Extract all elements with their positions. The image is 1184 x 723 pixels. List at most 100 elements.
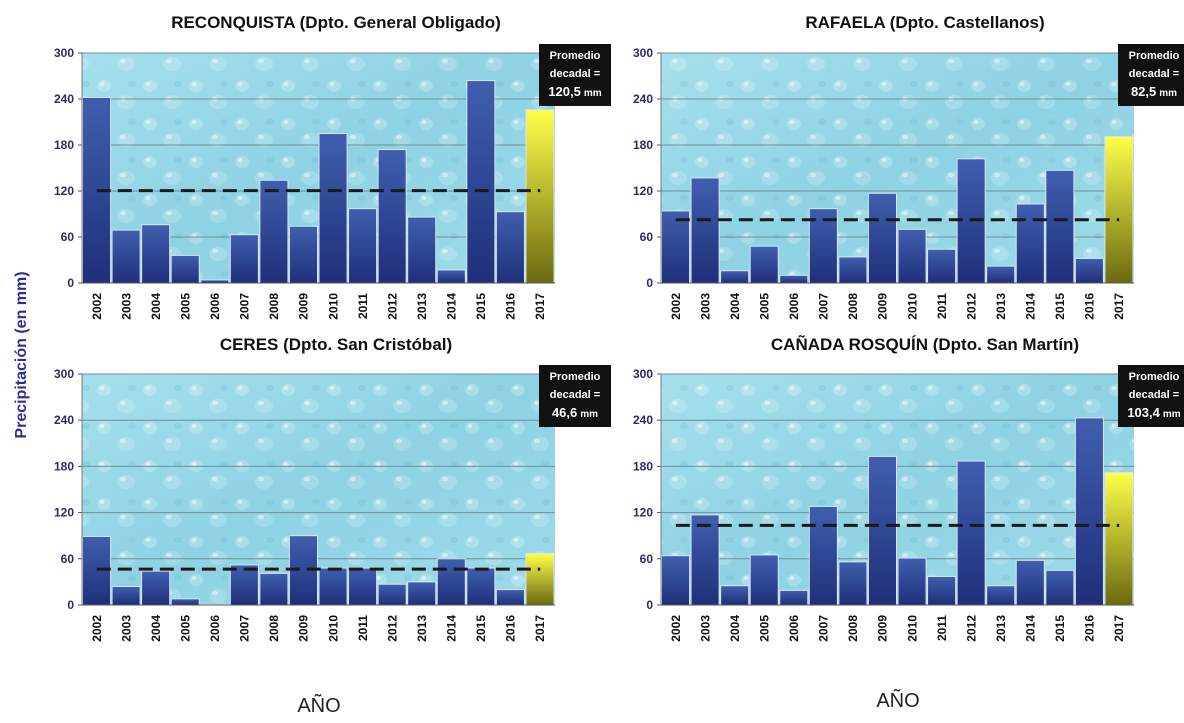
bar [436, 269, 466, 284]
y-tick-label: 0 [67, 598, 74, 612]
chart-panel-3: CERES (Dpto. San Cristóbal) 0 60 120 180 240 3… [54, 335, 611, 642]
bar [749, 554, 779, 606]
x-tick-label: 2010 [905, 293, 919, 320]
bar [1015, 559, 1045, 606]
bar [661, 555, 691, 606]
average-label-line1: Promedio [1129, 371, 1180, 383]
x-tick-label: 2010 [326, 293, 340, 320]
bar [348, 208, 378, 284]
average-value-line: 46,6 mm [552, 405, 598, 420]
x-tick-label: 2010 [326, 615, 340, 642]
bar [808, 505, 838, 606]
x-tick-label: 2002 [669, 615, 683, 642]
average-label-line1: Promedio [550, 50, 601, 62]
bar [377, 583, 407, 606]
bar [259, 572, 289, 606]
x-tick-label: 2017 [1112, 615, 1126, 642]
y-tick-label: 300 [54, 46, 74, 60]
plot-texture [82, 374, 555, 605]
average-value: 46,6 [552, 405, 577, 420]
x-tick-label: 2002 [669, 293, 683, 320]
x-tick-label: 2003 [119, 293, 133, 320]
x-tick-label: 2011 [935, 615, 949, 641]
x-tick-label: 2007 [817, 293, 831, 320]
x-axis-label-left: AÑO [297, 693, 340, 717]
x-tick-label: 2012 [385, 615, 399, 642]
bar [1074, 417, 1104, 606]
x-tick-label: 2006 [208, 615, 222, 642]
y-tick-label: 60 [640, 230, 654, 244]
y-tick-label: 180 [633, 459, 653, 473]
average-box-bg [1118, 365, 1184, 427]
x-tick-label: 2013 [994, 293, 1008, 320]
x-tick-label: 2016 [504, 293, 518, 320]
x-tick-label: 2007 [817, 615, 831, 642]
x-tick-label: 2006 [208, 293, 222, 320]
bar [229, 234, 259, 284]
x-tick-label: 2008 [846, 293, 860, 320]
bar [229, 564, 259, 606]
x-tick-label: 2012 [964, 293, 978, 320]
bar [1045, 569, 1075, 606]
x-tick-label: 2013 [415, 293, 429, 320]
chart-panel-2: RAFAELA (Dpto. Castellanos) 0 60 120 180 240 3… [633, 13, 1184, 320]
y-tick-label: 60 [640, 552, 654, 566]
bar [111, 586, 141, 606]
x-tick-label: 2007 [238, 615, 252, 642]
y-tick-label: 120 [54, 506, 74, 520]
x-tick-label: 2009 [297, 293, 311, 320]
x-tick-label: 2017 [533, 293, 547, 320]
bar [690, 514, 720, 606]
x-tick-label: 2002 [90, 615, 104, 642]
x-tick-label: 2011 [356, 293, 370, 319]
bar [111, 229, 141, 284]
x-tick-label: 2013 [415, 615, 429, 642]
bar [377, 149, 407, 284]
x-tick-label: 2009 [876, 293, 890, 320]
bar [661, 210, 691, 284]
average-unit: mm [580, 409, 598, 420]
x-tick-label: 2007 [238, 293, 252, 320]
bar [897, 557, 927, 606]
y-axis-label: Precipitación (en mm) [13, 271, 30, 438]
y-tick-label: 300 [54, 367, 74, 381]
average-box: Promedio decadal = 82,5 mm [1118, 44, 1184, 106]
chart-title: RECONQUISTA (Dpto. General Obligado) [171, 13, 501, 32]
x-tick-label: 2015 [1053, 615, 1067, 642]
bar [779, 274, 809, 284]
bar-highlight [525, 552, 555, 606]
y-tick-label: 240 [633, 413, 653, 427]
y-tick-label: 0 [646, 276, 653, 290]
y-tick-label: 300 [633, 46, 653, 60]
bar [838, 256, 868, 284]
x-tick-label: 2006 [787, 615, 801, 642]
bar [1015, 203, 1045, 284]
bar [838, 561, 868, 606]
x-tick-label: 2009 [297, 615, 311, 642]
x-tick-label: 2008 [267, 293, 281, 320]
bar [288, 225, 318, 284]
x-tick-label: 2016 [1083, 293, 1097, 320]
y-tick-label: 180 [54, 138, 74, 152]
average-box-bg [1118, 44, 1184, 106]
y-tick-label: 0 [67, 276, 74, 290]
average-value: 82,5 [1131, 84, 1156, 99]
bar [82, 535, 112, 606]
y-tick-label: 180 [633, 138, 653, 152]
x-tick-label: 2002 [90, 293, 104, 320]
x-tick-label: 2017 [533, 615, 547, 642]
y-tick-label: 0 [646, 598, 653, 612]
x-tick-label: 2009 [876, 615, 890, 642]
bar [495, 211, 525, 284]
bar [779, 589, 809, 606]
bar [720, 585, 750, 606]
x-tick-label: 2010 [905, 615, 919, 642]
x-tick-label: 2016 [504, 615, 518, 642]
y-tick-label: 240 [54, 413, 74, 427]
bar [690, 177, 720, 284]
bar [466, 80, 496, 284]
chart-panel-1: RECONQUISTA (Dpto. General Obligado) 0 60 1… [54, 13, 611, 320]
bar [318, 567, 348, 606]
average-label-line1: Promedio [550, 371, 601, 383]
x-tick-label: 2006 [787, 293, 801, 320]
